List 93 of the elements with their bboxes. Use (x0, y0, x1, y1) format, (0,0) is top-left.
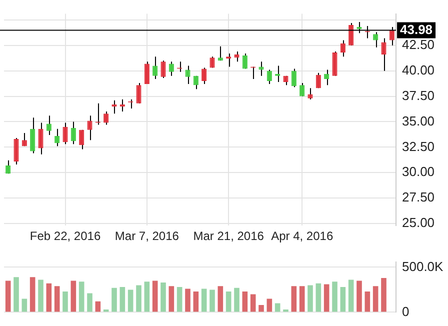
bar (242, 292, 248, 312)
bar (38, 280, 44, 312)
bar (87, 293, 92, 312)
candlestick (160, 60, 166, 78)
bar (120, 287, 126, 312)
candlestick (87, 115, 92, 141)
candlestick (340, 40, 346, 58)
bar (340, 287, 346, 312)
bar (226, 292, 232, 312)
candlestick (136, 82, 142, 104)
y-tick-label: 37.50 (402, 88, 435, 103)
y-tick-label: 40.00 (402, 62, 435, 78)
bar (364, 292, 370, 312)
bar (274, 303, 280, 312)
candlestick (54, 128, 60, 147)
bar (152, 280, 158, 312)
x-tick-label: Mar 7, 2016 (114, 229, 180, 244)
x-tick-label: Apr 4, 2016 (271, 229, 334, 244)
bar (250, 294, 256, 312)
y-tick-label: 30.00 (402, 164, 435, 180)
candlestick (332, 50, 338, 76)
candlestick (266, 69, 272, 85)
candlestick (168, 61, 174, 76)
bar (210, 290, 215, 312)
bar (299, 286, 305, 312)
candlestick (104, 111, 109, 126)
y-tick-label: 0 (402, 304, 410, 319)
candlestick (46, 115, 52, 136)
bar (324, 284, 330, 312)
bar (30, 277, 36, 312)
candlestick (62, 122, 68, 145)
candlestick (193, 75, 198, 90)
bar (308, 285, 313, 312)
candlestick (6, 160, 11, 174)
bar (160, 282, 166, 312)
candlestick (70, 121, 76, 145)
bar (291, 286, 297, 312)
bar (5, 280, 11, 312)
x-tick-label: Feb 22, 2016 (30, 229, 101, 244)
candlestick (38, 122, 44, 155)
ref-line-label: 43.98 (400, 22, 433, 37)
bar (234, 288, 240, 312)
bar (332, 282, 338, 312)
y-tick-label: 35.00 (402, 113, 435, 128)
bar (381, 278, 386, 312)
bar (185, 288, 190, 312)
bar (112, 288, 117, 312)
candlestick (152, 56, 158, 80)
bar (136, 285, 142, 312)
x-tick-label: Mar 21, 2016 (193, 229, 264, 244)
candlestick (234, 50, 240, 62)
y-tick-label: 27.50 (402, 190, 435, 205)
candlestick (14, 138, 19, 166)
candlestick (316, 72, 321, 89)
bar (316, 283, 322, 312)
bar (201, 288, 207, 312)
bar (144, 282, 150, 312)
candlestick (218, 46, 223, 62)
bar (95, 301, 101, 312)
y-tick-label: 25.00 (402, 215, 435, 230)
candlestick (308, 88, 313, 100)
candlestick (300, 82, 305, 97)
bar (70, 280, 76, 312)
bar (193, 292, 199, 312)
bar (348, 280, 354, 312)
bar (62, 292, 68, 312)
bar (356, 280, 362, 312)
bar (128, 290, 134, 312)
candlestick (381, 38, 386, 72)
bar (372, 286, 378, 312)
y-tick-label: 32.50 (402, 138, 435, 154)
bar (176, 287, 182, 312)
bar (266, 298, 272, 312)
bar (46, 283, 52, 312)
candlestick (79, 129, 84, 150)
candlestick (258, 61, 264, 76)
candlestick (144, 61, 150, 85)
candlestick (202, 67, 207, 85)
bar (14, 277, 19, 312)
candlestick (324, 69, 330, 86)
bar (258, 305, 264, 312)
bar (168, 286, 174, 312)
candlestick (30, 117, 36, 154)
candlestick (22, 132, 27, 147)
bar (218, 286, 224, 312)
bar (22, 298, 28, 312)
bar (54, 286, 60, 312)
candlestick (242, 53, 248, 70)
bar (78, 282, 84, 312)
candlestick (291, 68, 296, 88)
y-tick-label: 42.50 (402, 36, 435, 52)
y-tick-label: 500.0K (402, 258, 444, 274)
candlestick (185, 65, 190, 85)
